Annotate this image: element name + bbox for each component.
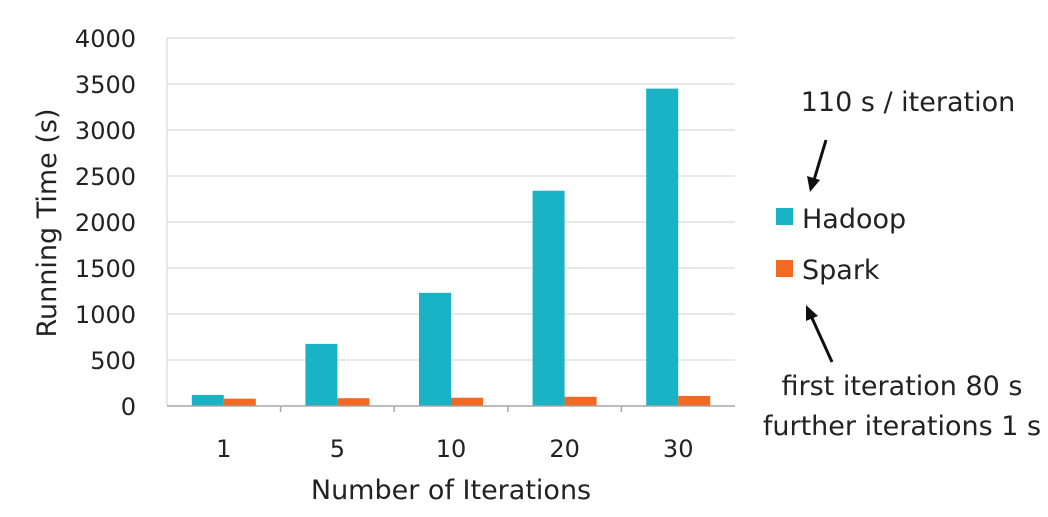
x-tick-label: 20 bbox=[549, 435, 580, 463]
x-tick-label: 30 bbox=[663, 435, 694, 463]
arrow-down-icon bbox=[807, 139, 828, 192]
y-axis-title: Running Time (s) bbox=[32, 108, 63, 337]
legend-swatch-spark bbox=[776, 260, 793, 277]
x-tick-label: 1 bbox=[216, 435, 231, 463]
bars bbox=[191, 88, 711, 406]
annotation-spark-line1: first iteration 80 s bbox=[782, 371, 1023, 402]
y-tick-label: 3500 bbox=[75, 71, 136, 99]
x-axis-title: Number of Iterations bbox=[311, 475, 591, 506]
gridlines bbox=[166, 37, 735, 406]
y-tick-label: 2000 bbox=[75, 209, 136, 237]
y-tick-labels: 0 500 1000 1500 2000 2500 3000 3500 4000 bbox=[75, 25, 136, 421]
bar-hadoop-10 bbox=[419, 292, 451, 406]
annotation-hadoop: 110 s / iteration bbox=[801, 87, 1016, 118]
y-tick-label: 1000 bbox=[75, 301, 136, 329]
bar-spark-20 bbox=[564, 396, 597, 406]
y-tick-label: 4000 bbox=[75, 25, 136, 53]
bar-spark-1 bbox=[223, 398, 256, 406]
x-tick-label: 5 bbox=[330, 435, 345, 463]
legend-swatch-hadoop bbox=[776, 208, 793, 225]
bar-spark-30 bbox=[678, 395, 711, 406]
x-tick-labels: 1 5 10 20 30 bbox=[216, 406, 693, 463]
x-tick-label: 10 bbox=[436, 435, 467, 463]
y-tick-label: 2500 bbox=[75, 163, 136, 191]
y-tick-label: 1500 bbox=[75, 255, 136, 283]
annotation-spark-line2: further iterations 1 s bbox=[763, 411, 1041, 442]
legend-label-spark: Spark bbox=[802, 255, 880, 286]
y-tick-label: 0 bbox=[121, 393, 136, 421]
bar-spark-5 bbox=[337, 398, 370, 406]
y-tick-label: 3000 bbox=[75, 117, 136, 145]
bar-hadoop-1 bbox=[191, 394, 224, 406]
bar-hadoop-20 bbox=[532, 190, 565, 406]
arrow-up-icon bbox=[806, 305, 834, 363]
bar-hadoop-30 bbox=[646, 88, 679, 406]
bar-spark-10 bbox=[451, 397, 483, 406]
bar-hadoop-5 bbox=[305, 343, 338, 406]
y-tick-label: 500 bbox=[90, 347, 136, 375]
legend-label-hadoop: Hadoop bbox=[802, 204, 906, 235]
